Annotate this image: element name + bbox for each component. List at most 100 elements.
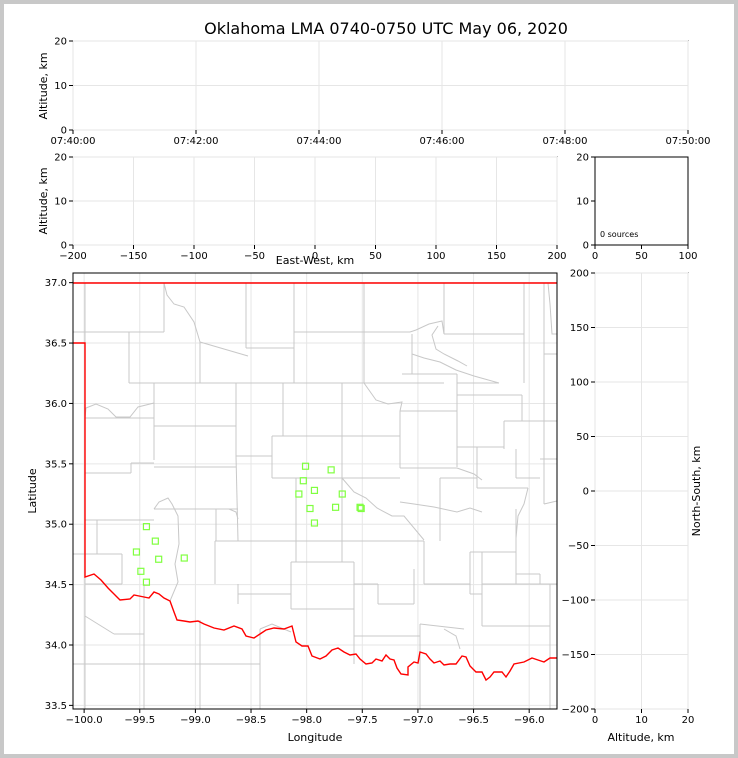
eastwest-altitude-xtick-label: −100 <box>180 251 207 262</box>
plan-view-ylabel: Latitude <box>26 468 39 514</box>
lightning-source-point <box>306 504 314 513</box>
altitude-histogram-panel: 0 50 100 0 10 20 0 sources <box>576 153 697 263</box>
time-altitude-ylabel: Altitude, km <box>37 52 50 119</box>
eastwest-altitude-ticks: −200 −150 −100 −50 0 50 100 150 200 0 10 20 <box>54 153 566 263</box>
altitude-northsouth-ytick-label: 100 <box>570 378 589 389</box>
lightning-source-point <box>357 504 365 513</box>
altitude-northsouth-ytick-label: −150 <box>562 650 589 661</box>
plan-view-xtick-label: −97.0 <box>403 715 434 726</box>
time-altitude-grid <box>72 40 689 131</box>
plan-view-frame <box>72 272 558 710</box>
lightning-source-point <box>356 503 364 511</box>
altitude-northsouth-ytick-label: −100 <box>562 596 589 607</box>
altitude-northsouth-ytick-label: 50 <box>576 432 589 443</box>
lightning-source-point <box>301 462 310 470</box>
time-altitude-xtick-label: 07:48:00 <box>543 136 588 147</box>
plan-view-ytick-label: 35.5 <box>45 459 67 470</box>
plan-view-xtick-label: −98.0 <box>291 715 322 726</box>
lightning-source-point <box>142 523 151 531</box>
plan-view-ytick-label: 34.0 <box>45 640 67 651</box>
lightning-source-point <box>151 537 159 545</box>
time-altitude-xtick-label: 07:46:00 <box>420 136 465 147</box>
time-altitude-xtick-label: 07:44:00 <box>297 136 342 147</box>
altitude-histogram-xtick-label: 100 <box>678 251 697 262</box>
altitude-histogram-xtick-label: 0 <box>592 251 598 262</box>
eastwest-altitude-xtick-label: 0 <box>312 251 318 262</box>
eastwest-altitude-xtick-label: 200 <box>547 251 566 262</box>
plan-view-ticks: −100.0 −99.5 −99.0 −98.5 −98.0 −97.5 −97.0 −96.… <box>45 278 545 726</box>
plan-view-xtick-label: −96.0 <box>514 715 545 726</box>
altitude-northsouth-panel: 0 10 20 200 150 100 50 0 −50 −100 −150 −200 North-S… <box>562 269 703 745</box>
plan-view-xtick-label: −97.5 <box>347 715 378 726</box>
altitude-northsouth-xtick-label: 20 <box>682 715 695 726</box>
altitude-histogram-ytick-label: 20 <box>576 153 589 164</box>
lightning-source-point <box>155 555 163 563</box>
eastwest-altitude-ytick-label: 0 <box>61 241 67 252</box>
figure-canvas: Oklahoma LMA 0740-0750 UTC May 06, 2020 … <box>4 4 734 754</box>
lightning-source-point <box>327 466 335 474</box>
plan-view-ytick-label: 33.5 <box>45 701 67 712</box>
plan-view-xtick-label: −100.0 <box>66 715 103 726</box>
time-altitude-ytick-label: 0 <box>61 126 67 137</box>
altitude-northsouth-ytick-label: 200 <box>570 269 589 280</box>
time-altitude-panel: 07:40:00 07:42:00 07:44:00 07:46:00 07:48:00… <box>37 37 710 148</box>
source-count-annotation: 0 sources <box>600 230 638 239</box>
altitude-northsouth-xtick-label: 10 <box>635 715 648 726</box>
altitude-histogram-ytick-label: 0 <box>583 241 589 252</box>
eastwest-altitude-panel: −200 −150 −100 −50 0 50 100 150 200 0 10 20 Altitud… <box>37 153 567 268</box>
altitude-histogram-ytick-label: 10 <box>576 197 589 208</box>
eastwest-altitude-xtick-label: −200 <box>59 251 86 262</box>
lightning-source-point <box>331 503 340 511</box>
plan-view-xtick-label: −99.5 <box>124 715 155 726</box>
eastwest-altitude-xtick-label: −50 <box>244 251 265 262</box>
altitude-northsouth-xtick-label: 0 <box>592 715 598 726</box>
plan-view-xtick-label: −98.5 <box>236 715 267 726</box>
lightning-sources <box>132 462 365 586</box>
altitude-northsouth-ytick-label: −200 <box>562 705 589 716</box>
lightning-source-point <box>180 554 188 562</box>
lightning-source-point <box>338 490 346 498</box>
eastwest-altitude-xtick-label: 50 <box>369 251 382 262</box>
plan-view-background <box>73 273 557 709</box>
eastwest-altitude-ytick-label: 20 <box>54 153 67 164</box>
time-altitude-xtick-label: 07:50:00 <box>666 136 711 147</box>
plan-view-ytick-label: 37.0 <box>45 278 67 289</box>
plan-view-xtick-label: −99.0 <box>180 715 211 726</box>
lightning-source-point <box>132 548 141 556</box>
lightning-source-point <box>299 477 307 485</box>
eastwest-altitude-ylabel: Altitude, km <box>37 167 50 234</box>
altitude-northsouth-ylabel: North-South, km <box>690 446 703 537</box>
time-altitude-ytick-label: 20 <box>54 37 67 48</box>
altitude-northsouth-ticks: 0 10 20 200 150 100 50 0 −50 −100 −150 −200 <box>562 269 695 727</box>
time-altitude-xtick-label: 07:40:00 <box>51 136 96 147</box>
plan-view-ytick-label: 34.5 <box>45 580 67 591</box>
time-altitude-ticks: 07:40:00 07:42:00 07:44:00 07:46:00 07:48:00… <box>51 37 711 148</box>
altitude-northsouth-ytick-label: 0 <box>583 487 589 498</box>
plan-view-ytick-label: 35.0 <box>45 520 67 531</box>
altitude-histogram-frame <box>594 156 689 246</box>
altitude-histogram-xtick-label: 50 <box>635 251 648 262</box>
lightning-source-point <box>142 578 151 586</box>
figure-svg: Oklahoma LMA 0740-0750 UTC May 06, 2020 … <box>26 19 710 745</box>
altitude-northsouth-grid <box>594 272 689 710</box>
plan-view-xlabel: Longitude <box>288 731 343 744</box>
altitude-histogram-ticks: 0 50 100 0 10 20 <box>576 153 697 263</box>
lightning-source-point <box>137 567 145 575</box>
eastwest-altitude-xlabel: East-West, km <box>276 254 354 267</box>
figure-title: Oklahoma LMA 0740-0750 UTC May 06, 2020 <box>204 19 568 38</box>
eastwest-altitude-xtick-label: −150 <box>120 251 147 262</box>
lightning-source-point <box>310 486 319 494</box>
lightning-source-point <box>310 519 319 527</box>
lightning-source-point <box>295 490 303 498</box>
eastwest-altitude-xtick-label: 150 <box>487 251 506 262</box>
altitude-northsouth-ytick-label: 150 <box>570 323 589 334</box>
eastwest-altitude-ytick-label: 10 <box>54 197 67 208</box>
eastwest-altitude-xtick-label: 100 <box>426 251 445 262</box>
time-altitude-ytick-label: 10 <box>54 81 67 92</box>
altitude-northsouth-xlabel: Altitude, km <box>607 731 674 744</box>
plan-view-ytick-label: 36.0 <box>45 399 67 410</box>
altitude-northsouth-ytick-label: −50 <box>568 541 589 552</box>
plan-view-map-panel: −100.0 −99.5 −99.0 −98.5 −98.0 −97.5 −97.0 −96.… <box>26 272 558 744</box>
oklahoma-state-border <box>73 282 557 682</box>
time-altitude-xtick-label: 07:42:00 <box>174 136 219 147</box>
